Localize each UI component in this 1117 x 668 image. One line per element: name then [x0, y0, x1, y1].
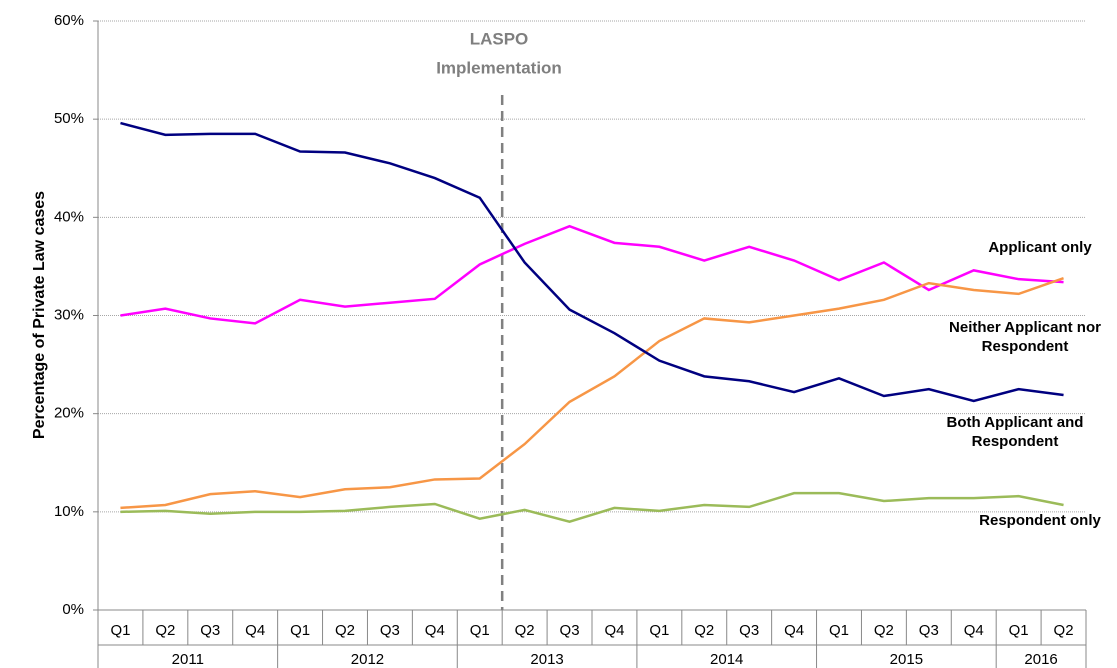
x-tick-label: Q1: [110, 622, 130, 639]
x-tick-label: Q1: [470, 622, 490, 639]
series-label: Neither Applicant nor Respondent: [949, 319, 1101, 355]
year-label: 2012: [351, 651, 384, 668]
year-label: 2014: [710, 651, 743, 668]
y-tick-label: 30%: [54, 306, 84, 323]
series-label: Respondent only: [979, 512, 1101, 529]
y-axis-title: Percentage of Private Law cases: [31, 191, 48, 439]
year-label: 2011: [172, 651, 204, 668]
annotation: Implementation: [436, 58, 562, 77]
series-line: [120, 121, 1064, 403]
x-tick-label: Q3: [739, 622, 759, 639]
y-tick-label: 50%: [54, 110, 84, 127]
x-tick-label: Q1: [290, 622, 310, 639]
y-tick-label: 10%: [54, 503, 84, 520]
x-tick-label: Q4: [784, 622, 804, 639]
year-label: 2013: [530, 651, 563, 668]
series-label: Both Applicant and Respondent: [946, 414, 1084, 450]
x-tick-label: Q2: [515, 622, 535, 639]
x-tick-label: Q4: [425, 622, 445, 639]
series-line: [120, 491, 1064, 523]
x-tick-label: Q2: [155, 622, 175, 639]
x-tick-label: Q3: [919, 622, 939, 639]
year-label: 2016: [1024, 651, 1057, 668]
x-tick-label: Q1: [829, 622, 849, 639]
series-line: [120, 224, 1064, 325]
annotation: LASPO: [470, 29, 529, 48]
x-tick-label: Q2: [335, 622, 355, 639]
x-tick-label: Q1: [649, 622, 669, 639]
x-tick-label: Q2: [874, 622, 894, 639]
y-tick-label: 40%: [54, 208, 84, 225]
x-tick-label: Q1: [1009, 622, 1029, 639]
series-line: [120, 277, 1064, 510]
year-label: 2015: [890, 651, 923, 668]
x-tick-label: Q2: [1054, 622, 1074, 639]
x-tick-label: Q4: [245, 622, 265, 639]
y-tick-label: 0%: [62, 601, 84, 618]
x-tick-label: Q4: [604, 622, 624, 639]
y-tick-label: 20%: [54, 405, 84, 422]
y-tick-label: 60%: [54, 12, 84, 29]
x-tick-label: Q2: [694, 622, 714, 639]
series-label: Applicant only: [988, 239, 1092, 256]
x-tick-label: Q4: [964, 622, 984, 639]
x-tick-label: Q3: [380, 622, 400, 639]
x-tick-label: Q3: [200, 622, 220, 639]
x-tick-label: Q3: [560, 622, 580, 639]
